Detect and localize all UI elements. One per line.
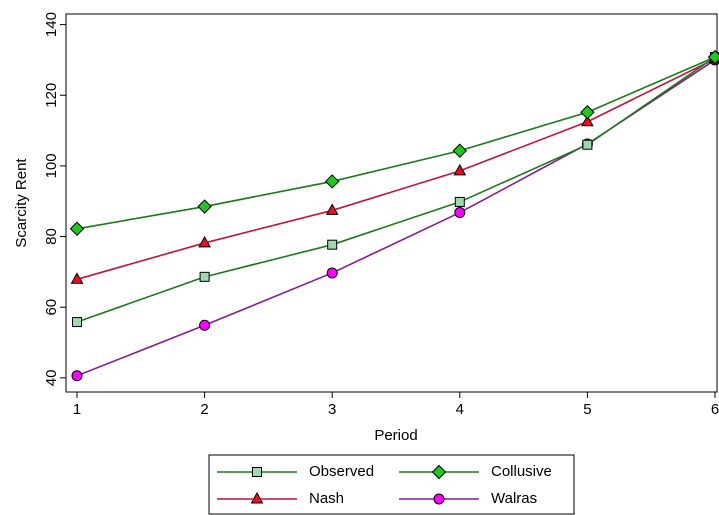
data-point-observed: [454, 196, 465, 207]
legend-label-walras: Walras: [491, 490, 537, 507]
x-axis: 1 2 3 4 5 6: [73, 392, 719, 418]
plot-area-frame: [65, 13, 718, 393]
y-tick-label: 140: [43, 12, 60, 37]
x-tick-label: 1: [73, 401, 81, 418]
legend: Observed Collusive Nash Walras: [208, 454, 575, 515]
legend-marker-collusive: [431, 464, 447, 480]
x-tick-label: 5: [583, 401, 591, 418]
series-line-nash: [76, 58, 716, 281]
series-nash: [76, 58, 716, 281]
series-markers-collusive: [69, 49, 719, 236]
y-tick-label: 40: [43, 370, 60, 387]
y-tick-label: 60: [43, 299, 60, 316]
x-tick-label: 3: [328, 401, 336, 418]
legend-box: [208, 454, 575, 515]
data-point-collusive: [452, 143, 468, 158]
data-point-nash: [70, 272, 84, 284]
data-point-nash: [325, 203, 339, 215]
series-collusive: [76, 56, 716, 230]
data-point-walras: [71, 370, 83, 382]
data-point-collusive: [707, 49, 719, 65]
data-point-collusive: [69, 221, 85, 236]
data-point-collusive: [580, 105, 595, 120]
legend-marker-nash: [250, 491, 264, 504]
data-point-collusive: [324, 174, 340, 189]
series-line-observed: [76, 56, 716, 323]
y-axis: 40 60 80 100 120 140: [43, 12, 66, 386]
legend-item-collusive: Collusive: [399, 463, 552, 480]
legend-label-nash: Nash: [309, 490, 344, 507]
series-line-collusive: [76, 56, 716, 230]
data-point-walras: [454, 207, 466, 219]
x-axis-label: Period: [374, 427, 417, 444]
data-point-nash: [453, 163, 467, 176]
legend-item-nash: Nash: [217, 490, 344, 507]
legend-label-observed: Observed: [309, 463, 374, 480]
y-axis-label: Scarcity Rent: [13, 158, 30, 248]
x-tick-label: 4: [456, 401, 464, 418]
data-point-observed: [72, 317, 82, 328]
data-point-observed: [582, 139, 593, 150]
y-tick-label: 120: [43, 83, 60, 108]
x-tick-label: 6: [711, 401, 719, 418]
series-layer: [69, 49, 719, 382]
data-point-nash: [581, 114, 594, 127]
data-point-nash: [198, 235, 211, 248]
data-point-walras: [199, 319, 211, 331]
data-point-observed: [199, 271, 210, 282]
series-observed: [76, 56, 716, 323]
legend-item-walras: Walras: [399, 490, 537, 507]
data-point-observed: [327, 239, 338, 250]
legend-item-observed: Observed: [217, 463, 374, 480]
data-point-collusive: [197, 199, 212, 214]
legend-marker-observed: [252, 467, 262, 477]
legend-marker-walras: [433, 493, 445, 505]
legend-label-collusive: Collusive: [491, 463, 552, 480]
y-tick-label: 80: [43, 228, 60, 245]
data-point-walras: [326, 267, 338, 279]
x-tick-label: 2: [200, 401, 208, 418]
y-tick-label: 100: [43, 153, 60, 178]
